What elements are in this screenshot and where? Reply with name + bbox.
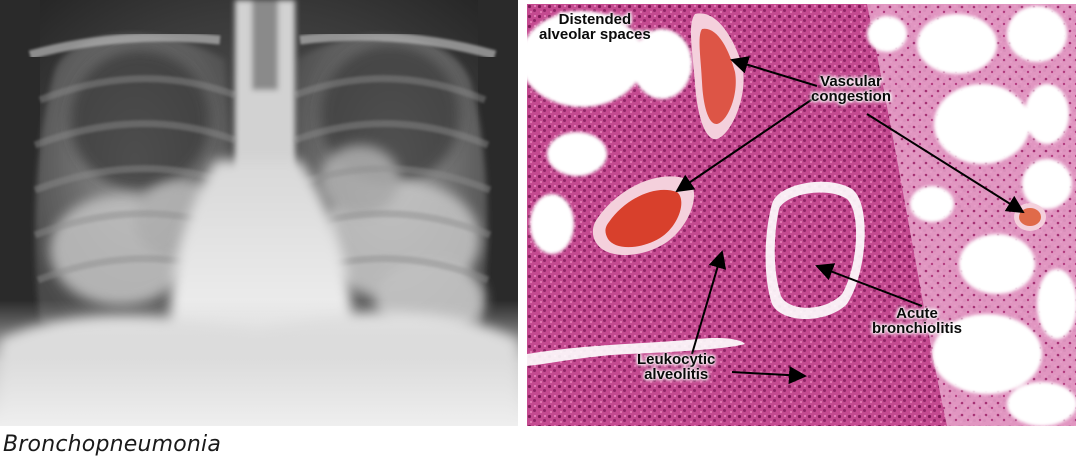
label-line-1: Distended [558, 11, 632, 28]
label-line-2: bronchiolitis [872, 320, 962, 337]
chest-xray-drawing [0, 0, 518, 426]
label-line-2: alveolitis [644, 366, 709, 383]
label-vascular-congestion: Vascular congestion [811, 74, 891, 104]
label-distended-alveolar-spaces: Distended alveolar spaces [539, 12, 651, 42]
chest-xray-image [0, 0, 518, 426]
label-leukocytic-alveolitis: Leukocytic alveolitis [637, 352, 715, 382]
label-line-2: alveolar spaces [539, 26, 651, 43]
label-line-2: congestion [811, 88, 892, 105]
annotation-arrows [675, 56, 1025, 385]
label-line-1: Leukocytic [637, 351, 716, 368]
label-line-1: Vascular [820, 73, 882, 90]
label-acute-bronchiolitis: Acute bronchiolitis [872, 306, 962, 336]
figure-caption: Bronchopneumonia [3, 432, 222, 457]
histology-micrograph: Distended alveolar spaces Vascular conge… [527, 4, 1076, 426]
label-line-1: Acute [896, 305, 938, 322]
histology-drawing [527, 4, 1076, 426]
